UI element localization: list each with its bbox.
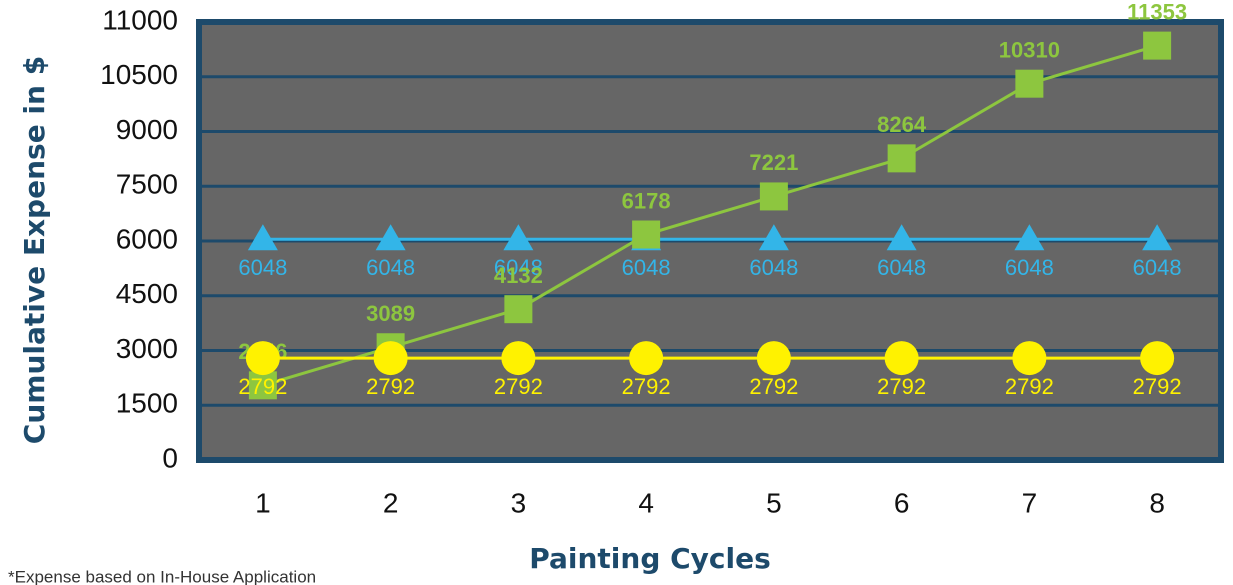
marker — [245, 341, 280, 376]
data-label: 2792 — [494, 374, 543, 399]
y-tick-label: 0 — [162, 442, 178, 473]
data-label: 11353 — [1127, 0, 1187, 24]
data-label: 6048 — [1005, 255, 1054, 280]
marker — [1015, 69, 1044, 98]
marker — [1142, 224, 1173, 251]
footnote: *Expense based on In-House Application — [8, 567, 316, 585]
marker — [756, 341, 791, 376]
data-label: 6048 — [1133, 255, 1182, 280]
marker — [504, 295, 533, 324]
x-tick-label: 8 — [1149, 487, 1165, 518]
data-label: 6048 — [366, 255, 415, 280]
x-axis-title: Painting Cycles — [529, 542, 771, 575]
marker — [629, 341, 664, 376]
marker — [503, 224, 534, 251]
data-label: 10310 — [999, 37, 1060, 62]
y-tick-label: 4500 — [116, 278, 178, 309]
x-tick-label: 5 — [766, 487, 782, 518]
marker — [1014, 224, 1045, 251]
data-label: 2792 — [1005, 374, 1054, 399]
y-tick-label: 3000 — [116, 333, 178, 364]
y-axis-title: Cumulative Expense in $ — [18, 56, 51, 444]
x-tick-label: 6 — [894, 487, 910, 518]
data-label: 6048 — [622, 255, 671, 280]
marker — [1140, 341, 1175, 376]
x-tick-label: 1 — [255, 487, 271, 518]
marker — [886, 224, 917, 251]
data-label: 2792 — [877, 374, 926, 399]
y-tick-label: 9000 — [116, 114, 178, 145]
y-tick-label: 11000 — [102, 4, 178, 35]
data-label: 2792 — [622, 374, 671, 399]
y-tick-label: 1500 — [116, 388, 178, 419]
data-label: 2792 — [238, 374, 287, 399]
x-tick-label: 7 — [1022, 487, 1038, 518]
data-label: 6048 — [238, 255, 287, 280]
marker — [247, 224, 278, 251]
series-line — [262, 44, 1158, 387]
data-label: 3089 — [366, 301, 415, 326]
data-label: 6048 — [494, 255, 543, 280]
data-label: 6178 — [622, 188, 671, 213]
data-label: 8264 — [877, 112, 927, 137]
marker — [373, 341, 408, 376]
data-label: 7221 — [749, 150, 798, 175]
marker — [1012, 341, 1047, 376]
data-label: 2792 — [366, 374, 415, 399]
x-tick-label: 2 — [383, 487, 399, 518]
marker — [759, 182, 788, 211]
marker — [884, 341, 919, 376]
marker — [632, 220, 661, 249]
x-tick-label: 3 — [511, 487, 527, 518]
data-label: 2792 — [749, 374, 798, 399]
marker — [758, 224, 789, 251]
x-tick-label: 4 — [638, 487, 654, 518]
marker — [1143, 31, 1172, 60]
marker — [248, 371, 277, 400]
marker — [501, 341, 536, 376]
marker — [887, 144, 916, 173]
data-label: 2792 — [1133, 374, 1182, 399]
y-tick-label: 6000 — [116, 223, 178, 254]
marker — [375, 224, 406, 251]
y-tick-label: 10500 — [100, 59, 178, 90]
data-label: 6048 — [749, 255, 798, 280]
data-label: 6048 — [877, 255, 926, 280]
y-tick-label: 7500 — [116, 169, 178, 200]
data-label: 4132 — [494, 263, 543, 288]
plot-border — [196, 19, 1224, 463]
